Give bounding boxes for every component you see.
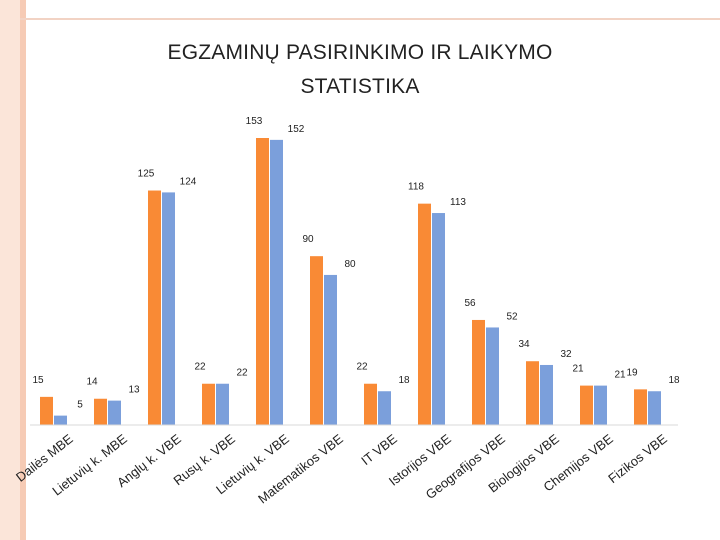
left-decor-line bbox=[20, 0, 26, 540]
left-decor-band bbox=[0, 0, 20, 540]
data-label-second-0: 5 bbox=[77, 400, 83, 411]
slide-title-line-1: EGZAMINŲ PASIRINKIMO IR LAIKYMO bbox=[167, 41, 553, 64]
bar-second-0 bbox=[54, 415, 67, 425]
data-label-second-8: 52 bbox=[506, 311, 518, 322]
data-label-second-4: 152 bbox=[288, 124, 305, 135]
chart-data-labels: 15 5 14 13 125 124 22 22 153 152 90 80 22 18 118 113 56 5… bbox=[32, 116, 680, 411]
chart-bars bbox=[40, 138, 661, 425]
data-label-first-4: 153 bbox=[246, 116, 263, 127]
bar-second-5 bbox=[324, 274, 337, 425]
top-decor-line bbox=[20, 18, 720, 20]
data-label-first-3: 22 bbox=[194, 362, 206, 373]
data-label-second-7: 113 bbox=[450, 197, 466, 208]
data-label-first-5: 90 bbox=[302, 234, 314, 245]
x-tick-label-11: Fizikos VBE bbox=[605, 431, 670, 486]
bar-second-1 bbox=[108, 400, 121, 425]
data-label-second-10: 21 bbox=[614, 370, 626, 381]
slide-title: EGZAMINŲ PASIRINKIMO IR LAIKYMO STATISTI… bbox=[0, 36, 720, 104]
bar-second-9 bbox=[540, 364, 553, 425]
data-label-second-9: 32 bbox=[560, 349, 572, 360]
bar-second-6 bbox=[378, 391, 391, 425]
bar-first-9 bbox=[526, 361, 539, 425]
x-tick-label-6: IT VBE bbox=[358, 431, 400, 468]
bar-first-2 bbox=[148, 190, 161, 425]
data-label-first-11: 19 bbox=[626, 367, 638, 378]
bar-first-7 bbox=[418, 203, 431, 425]
data-label-second-1: 13 bbox=[128, 385, 140, 396]
bar-second-10 bbox=[594, 385, 607, 425]
bar-first-4 bbox=[256, 138, 269, 425]
data-label-second-3: 22 bbox=[236, 368, 248, 379]
bar-second-7 bbox=[432, 213, 445, 425]
data-label-first-2: 125 bbox=[138, 169, 155, 180]
data-label-first-0: 15 bbox=[32, 375, 44, 386]
bar-first-6 bbox=[364, 383, 377, 425]
bar-second-2 bbox=[162, 192, 175, 425]
bar-first-8 bbox=[472, 319, 485, 425]
data-label-first-7: 118 bbox=[408, 182, 424, 193]
slide-title-line-2: STATISTIKA bbox=[300, 75, 420, 98]
data-label-second-6: 18 bbox=[398, 375, 410, 386]
data-label-second-5: 80 bbox=[344, 259, 356, 270]
bar-first-10 bbox=[580, 385, 593, 425]
data-label-first-6: 22 bbox=[356, 362, 368, 373]
bar-first-11 bbox=[634, 389, 647, 425]
bar-second-4 bbox=[270, 139, 283, 425]
data-label-second-2: 124 bbox=[180, 176, 197, 187]
bar-first-1 bbox=[94, 398, 107, 425]
data-label-first-1: 14 bbox=[86, 377, 98, 388]
bar-first-3 bbox=[202, 383, 215, 425]
data-label-first-8: 56 bbox=[464, 298, 476, 309]
bar-second-3 bbox=[216, 383, 229, 425]
data-label-first-9: 34 bbox=[518, 339, 530, 350]
data-label-first-10: 21 bbox=[572, 364, 584, 375]
bar-first-5 bbox=[310, 256, 323, 425]
data-label-second-11: 18 bbox=[668, 375, 680, 386]
bar-second-8 bbox=[486, 327, 499, 425]
bar-second-11 bbox=[648, 391, 661, 425]
bar-first-0 bbox=[40, 396, 53, 425]
